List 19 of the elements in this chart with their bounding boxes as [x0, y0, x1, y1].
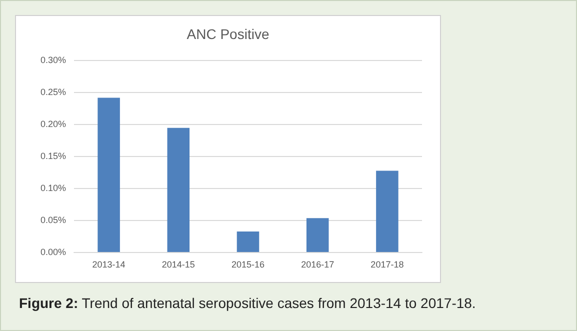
y-tick-label: 0.20%: [40, 119, 66, 129]
x-tick-label: 2013-14: [92, 260, 126, 270]
x-tick-label: 2016-17: [301, 260, 334, 270]
x-tick-label: 2014-15: [162, 260, 195, 270]
chart-title: ANC Positive: [186, 26, 270, 42]
bar: [98, 98, 120, 252]
bar: [306, 218, 329, 252]
caption: Figure 2: Trend of antenatal seropositive cases from 2013-14 to 2017-18.: [19, 295, 477, 311]
y-tick-label: 0.10%: [40, 183, 66, 193]
bar: [236, 232, 260, 252]
y-tick-label: 0.25%: [40, 87, 66, 97]
y-tick-label: 0.15%: [40, 151, 66, 161]
y-tick-label: 0.00%: [40, 247, 66, 257]
x-tick-label: 2017-18: [370, 260, 404, 270]
bar: [167, 128, 190, 252]
y-tick-label: 0.30%: [40, 55, 66, 65]
x-tick-label: 2015-16: [231, 260, 265, 270]
bar: [376, 170, 398, 252]
y-tick-label: 0.05%: [40, 215, 66, 225]
